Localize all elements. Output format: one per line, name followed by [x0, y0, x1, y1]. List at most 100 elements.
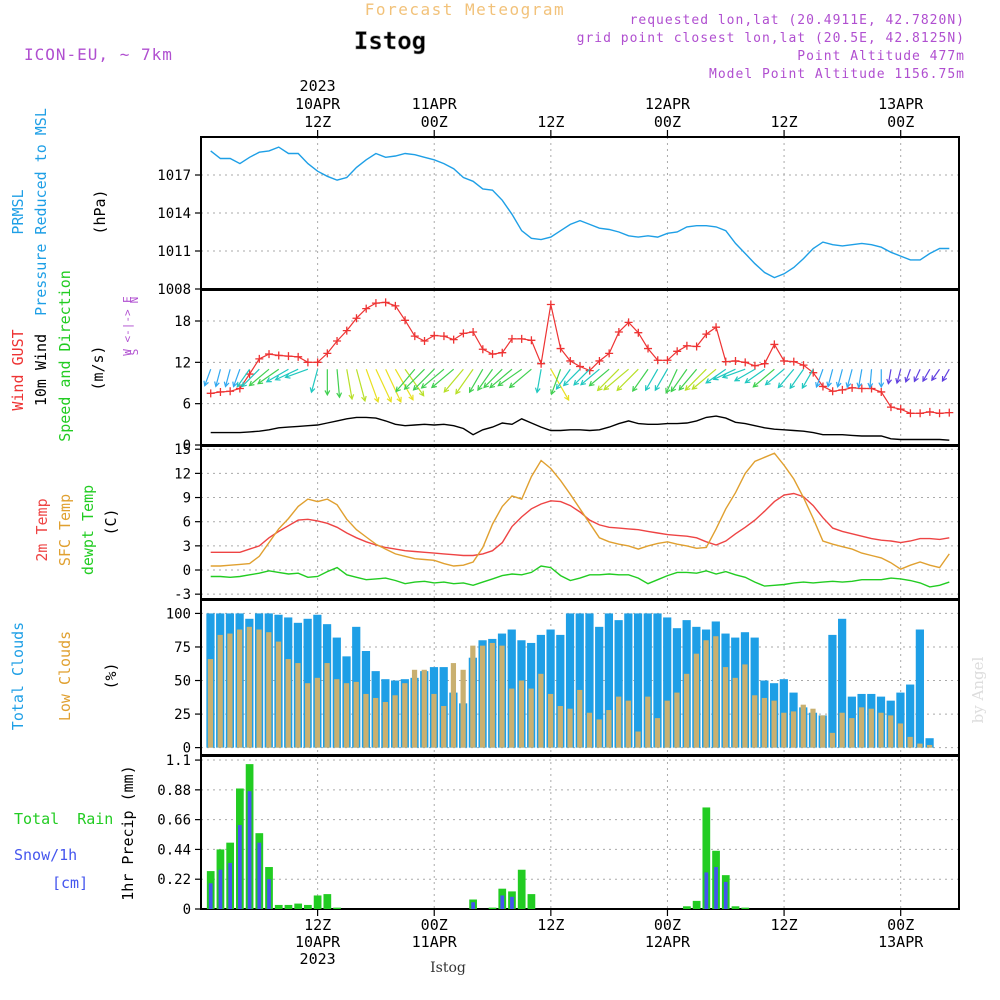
wind-direction-arrow — [931, 368, 941, 382]
low-cloud-bar — [421, 669, 427, 748]
wind-arrow-head — [284, 373, 291, 379]
wind-arrow-shaft — [752, 368, 775, 388]
clouds-ytick-label: 100 — [166, 606, 191, 622]
wind-arrow-head — [418, 390, 425, 397]
gust-marker — [430, 331, 439, 340]
low-cloud-bar — [353, 681, 359, 748]
low-cloud-bar — [509, 688, 515, 748]
wind-arrow-head — [632, 385, 638, 393]
gust-marker — [634, 328, 643, 337]
gust-marker — [439, 332, 448, 341]
wind-arrow-shaft — [232, 369, 241, 387]
wind-direction-arrow — [236, 368, 251, 388]
wind-arrow-shaft — [404, 368, 425, 397]
precip-ytick-label: 1.1 — [166, 753, 191, 769]
wind-arrow-shaft — [869, 369, 873, 388]
snow-bar — [238, 825, 242, 909]
low-clouds-label: Low Clouds — [56, 631, 74, 721]
low-cloud-bar — [392, 695, 398, 748]
gust-marker — [605, 349, 614, 358]
low-cloud-bar — [829, 732, 836, 748]
wind-arrow-shaft — [905, 369, 911, 383]
wind-arrow-head — [477, 385, 483, 392]
wind-direction-arrow — [878, 369, 885, 389]
precip-unit: 1hr Precip (mm) — [119, 765, 137, 900]
wind-arrow-shaft — [734, 368, 756, 382]
wind-arrow-shaft — [413, 368, 435, 391]
rain-bar — [488, 907, 497, 909]
watermark: by Angel — [969, 656, 987, 723]
wind-direction-arrow — [489, 368, 513, 389]
wind-direction-arrow — [596, 368, 620, 392]
wind-direction-arrow — [712, 368, 736, 381]
wind-direction-arrow — [355, 369, 367, 403]
wind-arrow-head — [550, 389, 556, 396]
rain-bar — [274, 904, 283, 909]
compass-we: W <-|-> E — [121, 296, 134, 356]
low-cloud-bar — [431, 693, 437, 748]
snow-bar — [247, 791, 252, 909]
wind-arrow-shaft — [249, 368, 270, 387]
wind-arrow-shaft — [555, 368, 571, 390]
low-cloud-bar — [518, 680, 525, 748]
wind-arrow-shaft — [913, 368, 921, 382]
wind-direction-arrow — [420, 368, 445, 389]
gust-marker — [741, 358, 750, 367]
bottom-time-label: 12Z — [771, 916, 798, 934]
wind-arrow-head — [489, 382, 496, 389]
wind-arrow-shaft — [789, 368, 805, 389]
wind-direction-arrow — [826, 369, 834, 388]
temp-ytick-label: 15 — [174, 442, 191, 458]
total-cloud-bar — [750, 637, 759, 748]
wind-arrow-shaft — [215, 369, 222, 387]
wind-arrow-shaft — [678, 368, 698, 391]
bottom-time-label: 11APR — [412, 933, 458, 951]
top-time-label: 00Z — [654, 113, 681, 131]
gust-marker — [576, 362, 584, 371]
wind-arrow-shaft — [887, 369, 892, 384]
wind-arrow-head — [895, 378, 901, 385]
wind-arrow-shaft — [509, 368, 532, 388]
wind-arrow-head — [403, 384, 410, 391]
model-altitude: Model Point Altitude 1156.75m — [709, 67, 965, 82]
total-cloud-bar — [653, 613, 662, 748]
gust-marker — [906, 409, 915, 418]
total-cloud-bar — [633, 613, 643, 748]
low-cloud-bar — [897, 723, 904, 748]
top-time-label: 13APR — [878, 95, 924, 113]
gust-marker — [488, 350, 497, 359]
gust-marker — [770, 340, 779, 349]
low-cloud-bar — [790, 711, 797, 748]
wind-arrow-shaft — [589, 368, 610, 387]
wind-arrow-shaft — [931, 368, 941, 381]
rain-label: Total Rain — [14, 810, 113, 828]
low-cloud-bar — [761, 697, 767, 748]
wind-direction-arrow — [468, 368, 484, 394]
gust-marker — [527, 336, 536, 345]
wind-direction-arrow — [684, 368, 707, 391]
wind-arrow-head — [665, 387, 671, 394]
gust-marker — [702, 330, 711, 339]
gust-marker — [333, 336, 342, 345]
gust-marker — [780, 356, 789, 365]
snow-unit-label: [cm] — [52, 874, 88, 892]
wind-ytick-label: 6 — [183, 397, 191, 413]
top-time-label: 12APR — [645, 95, 691, 113]
top-time-label: 12Z — [771, 113, 798, 131]
wind-direction-arrow — [752, 368, 775, 388]
wind-direction-arrow — [395, 368, 416, 393]
total-clouds-label: Total Clouds — [9, 622, 27, 730]
temp-ytick-label: -3 — [174, 587, 191, 603]
low-cloud-bar — [411, 669, 418, 748]
temp2m-label: 2m Temp — [33, 498, 51, 561]
low-cloud-bar — [606, 710, 612, 748]
gust-marker — [712, 323, 721, 332]
temp-ytick-label: 9 — [183, 491, 191, 507]
total-cloud-bar — [604, 613, 614, 748]
snow-bar — [228, 862, 233, 909]
wind-direction-arrow — [789, 368, 805, 390]
low-cloud-bar — [324, 663, 330, 748]
wind-arrow-head — [878, 382, 885, 389]
low-cloud-bar — [547, 693, 554, 748]
top-time-label: 2023 — [300, 77, 336, 95]
